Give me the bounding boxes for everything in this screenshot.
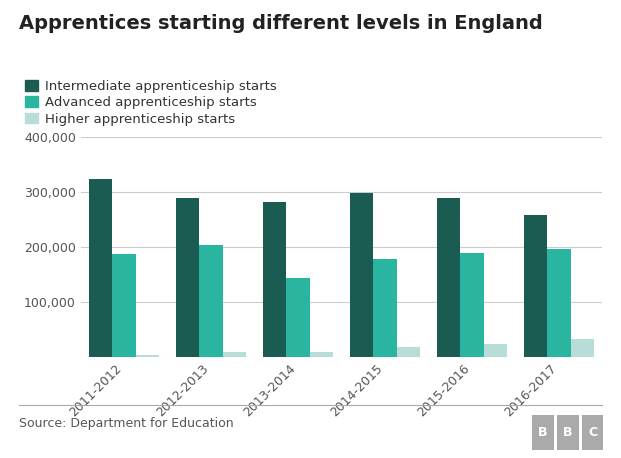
Bar (524, 215, 547, 357)
Bar (263, 202, 286, 357)
Bar (547, 249, 571, 357)
Bar (484, 344, 507, 357)
Bar (223, 352, 247, 357)
Bar (310, 352, 333, 357)
Text: Apprentices starting different levels in England: Apprentices starting different levels in… (19, 14, 542, 33)
Bar (397, 347, 420, 357)
Text: B: B (538, 426, 548, 439)
Bar (199, 245, 223, 357)
Bar (350, 193, 373, 357)
Text: B: B (563, 426, 573, 439)
Bar (89, 179, 112, 357)
Bar (437, 198, 460, 357)
FancyBboxPatch shape (557, 415, 579, 450)
FancyBboxPatch shape (532, 415, 554, 450)
Text: C: C (588, 426, 597, 439)
Legend: Intermediate apprenticeship starts, Advanced apprenticeship starts, Higher appre: Intermediate apprenticeship starts, Adva… (25, 80, 277, 125)
Bar (136, 355, 160, 357)
Bar (460, 253, 484, 357)
Bar (112, 255, 136, 357)
Bar (176, 198, 199, 357)
Text: Source: Department for Education: Source: Department for Education (19, 417, 233, 430)
FancyBboxPatch shape (582, 415, 604, 450)
Bar (571, 338, 594, 357)
Bar (373, 259, 397, 357)
Bar (286, 278, 310, 357)
